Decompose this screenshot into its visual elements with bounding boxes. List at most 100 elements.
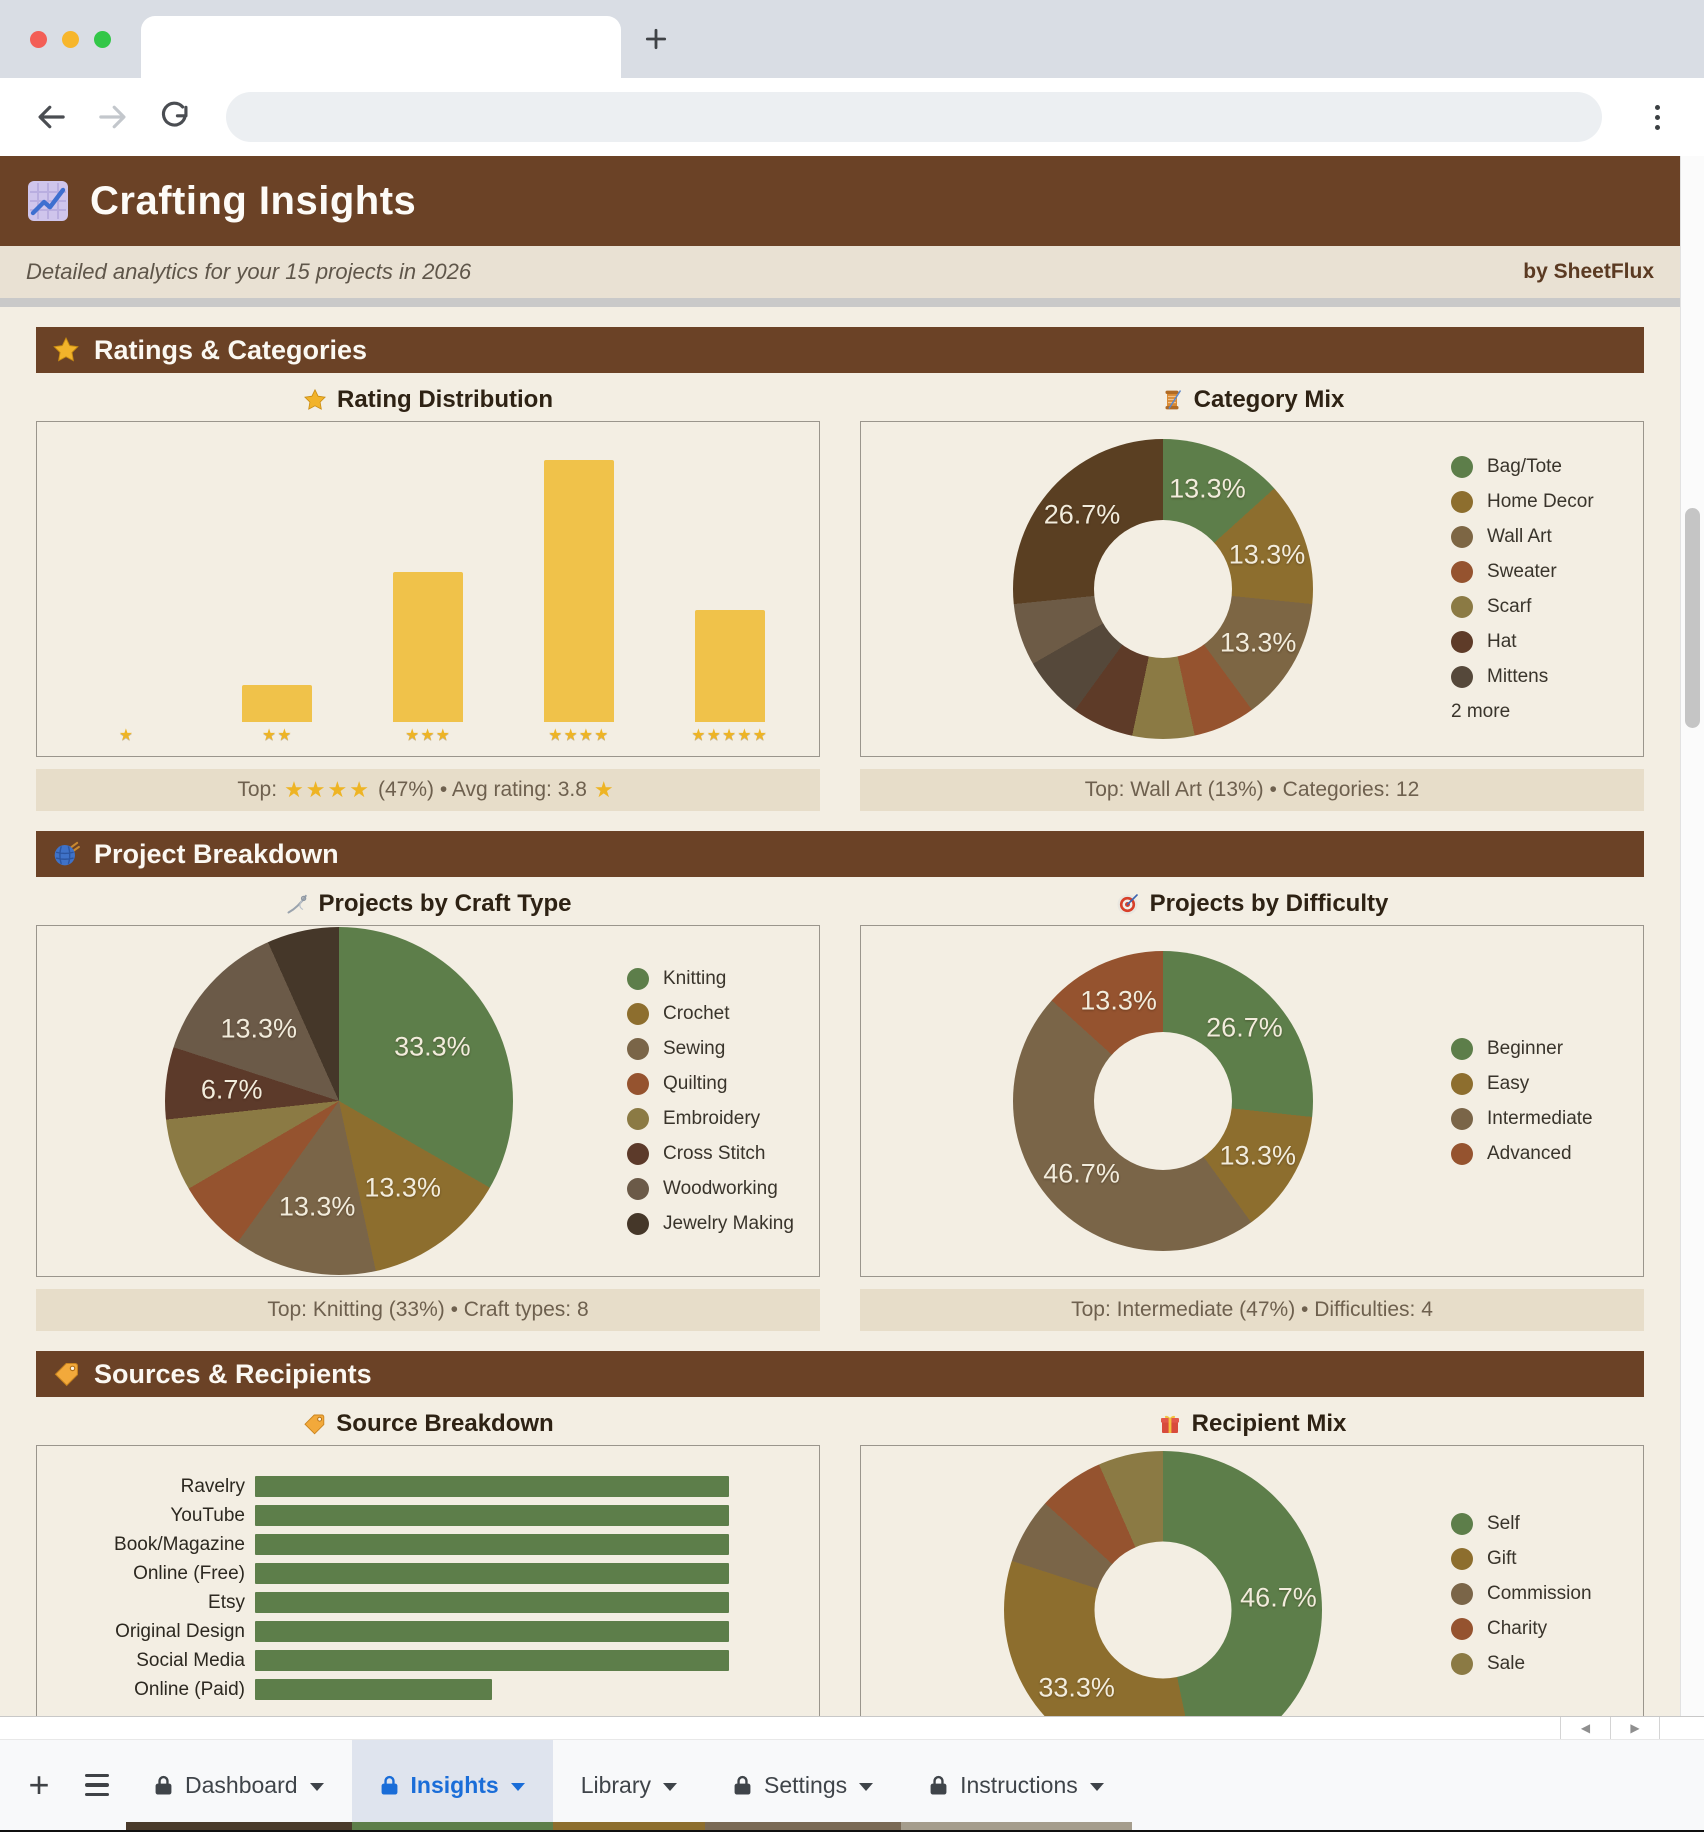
hbar-row: Etsy	[37, 1592, 793, 1613]
legend-item: Cross Stitch	[627, 1142, 803, 1165]
section-project-breakdown: Project Breakdown Projects by Craft Type…	[36, 831, 1644, 1331]
hbar-row: Ravelry	[37, 1476, 793, 1497]
legend-swatch	[627, 1072, 649, 1095]
thread-spool-icon	[1165, 390, 1181, 410]
section-title: Project Breakdown	[94, 838, 339, 869]
window-bottom-edge	[0, 1830, 1704, 1832]
chart-legend: Bag/Tote Home Decor Wall Art Sweater Scarf Ha…	[1451, 455, 1629, 723]
recipient-mix-block: Recipient Mix 46.7% 33.3% Self Gift Commissi…	[860, 1397, 1644, 1740]
legend-swatch	[627, 1177, 649, 1200]
sheet-tab-label: Library	[580, 1771, 652, 1798]
legend-item: Advanced	[1451, 1142, 1627, 1165]
legend-item: Knitting	[627, 967, 803, 990]
hbar-row: Book/Magazine	[37, 1534, 793, 1555]
legend-swatch	[627, 1212, 649, 1235]
browser-menu-icon[interactable]	[1644, 104, 1670, 130]
new-tab-button[interactable]	[621, 0, 691, 78]
browser-chrome	[0, 0, 1704, 156]
slice-percent-label: 13.3%	[1219, 627, 1297, 658]
page-title: Crafting Insights	[90, 178, 417, 223]
tag-icon	[304, 1414, 325, 1435]
all-sheets-menu-icon[interactable]	[68, 1740, 126, 1830]
craft-type-chart: 33.3% 13.3% 13.3% 6.7% 13.3% Knitting Crochet S…	[36, 925, 820, 1277]
star-axis-label: ★★	[261, 727, 293, 744]
source-breakdown-block: Source Breakdown Ravelry YouTube Book/Maga…	[36, 1397, 820, 1740]
recipient-mix-chart: 46.7% 33.3% Self Gift Commission Charity Sale	[860, 1445, 1644, 1740]
close-window-button[interactable]	[30, 30, 47, 48]
legend-item: Intermediate	[1451, 1107, 1627, 1130]
hbar-row: YouTube	[37, 1505, 793, 1526]
star-axis-label: ★★★★	[548, 727, 610, 744]
legend-item: Embroidery	[627, 1107, 803, 1130]
sheet-scroll-right-button[interactable]: ▶	[1610, 1717, 1660, 1739]
source-breakdown-chart: Ravelry YouTube Book/Magazine Online (Free)…	[36, 1445, 820, 1740]
divider	[0, 298, 1680, 307]
slice-percent-label: 13.3%	[1228, 539, 1306, 570]
sheet-tab-settings[interactable]: Settings	[705, 1740, 902, 1830]
bar-column: ★★★	[353, 432, 504, 748]
hbar-row: Social Media	[37, 1650, 793, 1671]
address-bar[interactable]	[226, 92, 1602, 142]
chart-legend: Beginner Easy Intermediate Advanced	[1451, 1037, 1629, 1165]
slice-percent-label: 13.3%	[1219, 1140, 1297, 1171]
legend-swatch	[627, 1002, 649, 1025]
section-title: Sources & Recipients	[94, 1358, 372, 1389]
minimize-window-button[interactable]	[62, 30, 79, 48]
slice-percent-label: 13.3%	[364, 1172, 441, 1203]
byline: by SheetFlux	[1523, 260, 1654, 283]
legend-item: Hat	[1451, 630, 1627, 653]
page-scrollbar-thumb[interactable]	[1685, 508, 1700, 728]
sheet-tab-label: Dashboard	[185, 1771, 298, 1798]
add-sheet-button[interactable]: +	[28, 1764, 50, 1805]
rating-distribution-block: Rating Distribution ★ ★★ ★★★ ★★★★ ★★★★★ Top:…	[36, 373, 820, 811]
tag-icon	[54, 1362, 78, 1387]
category-summary: Top: Wall Art (13%) • Categories: 12	[860, 769, 1644, 811]
hbar-row: Online (Paid)	[37, 1679, 793, 1700]
star-axis-label: ★	[118, 727, 135, 744]
legend-item: Beginner	[1451, 1037, 1627, 1060]
lock-icon	[930, 1775, 947, 1795]
chevron-down-icon	[1089, 1782, 1104, 1791]
legend-item: Sale	[1451, 1653, 1627, 1675]
sheet-scroll-left-button[interactable]: ◀	[1560, 1717, 1610, 1739]
legend-more-label: 2 more	[1451, 700, 1511, 722]
maximize-window-button[interactable]	[94, 30, 111, 48]
forward-icon[interactable]	[96, 100, 130, 134]
craft-type-block: Projects by Craft Type 33.3% 13.3% 13.3% 6.…	[36, 877, 820, 1331]
legend-swatch	[627, 1107, 649, 1130]
rating-distribution-chart: ★ ★★ ★★★ ★★★★ ★★★★★	[36, 421, 820, 757]
bar-column: ★★★★	[503, 432, 654, 748]
reload-icon[interactable]	[158, 100, 192, 134]
chart-title: Category Mix	[860, 379, 1644, 421]
sheet-tab-color-stripe	[901, 1822, 1132, 1830]
back-icon[interactable]	[34, 100, 68, 134]
legend-item: Scarf	[1451, 595, 1627, 618]
rating-summary: Top: ★★★★ (47%) • Avg rating: 3.8 ★	[36, 769, 820, 811]
star-icon: ★	[593, 777, 616, 802]
category-mix-block: Category Mix 13.3% 13.3% 13.3% 26.7% Bag/Tot…	[860, 373, 1644, 811]
sheet-tab-insights[interactable]: Insights	[351, 1740, 553, 1830]
chevron-down-icon	[510, 1782, 525, 1791]
section-sources-recipients: Sources & Recipients Source Breakdown Ra…	[36, 1351, 1644, 1740]
sheet-tab-library[interactable]: Library	[552, 1740, 706, 1830]
slice-percent-label: 33.3%	[1038, 1672, 1115, 1703]
page-scrollbar[interactable]	[1680, 156, 1704, 1740]
browser-tab[interactable]	[141, 16, 621, 78]
legend-swatch	[1451, 455, 1473, 478]
difficulty-summary: Top: Intermediate (47%) • Difficulties: …	[860, 1289, 1644, 1331]
plus-icon	[645, 28, 667, 50]
legend-swatch	[627, 1142, 649, 1165]
legend-swatch	[1451, 1072, 1473, 1095]
legend-item: Woodworking	[627, 1177, 803, 1200]
sheet-tab-dashboard[interactable]: Dashboard	[126, 1740, 352, 1830]
section-header: Ratings & Categories	[36, 327, 1644, 373]
legend-swatch	[1451, 525, 1473, 548]
slice-percent-label: 26.7%	[1206, 1012, 1283, 1043]
page-content: Crafting Insights Detailed analytics for…	[0, 156, 1680, 1740]
chart-legend: Self Gift Commission Charity Sale	[1451, 1513, 1629, 1675]
slice-percent-label: 6.7%	[200, 1074, 263, 1105]
sheet-tab-instructions[interactable]: Instructions	[901, 1740, 1132, 1830]
legend-item: Sweater	[1451, 560, 1627, 583]
legend-item: Jewelry Making	[627, 1212, 803, 1235]
legend-swatch	[1451, 490, 1473, 513]
